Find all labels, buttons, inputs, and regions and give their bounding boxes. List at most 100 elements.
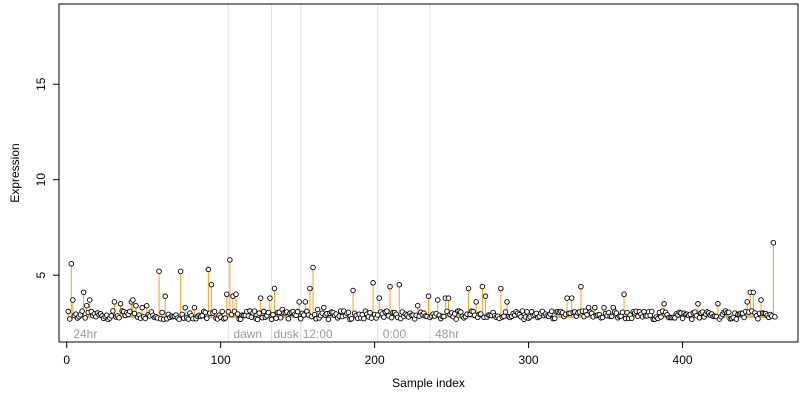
data-point-peak xyxy=(482,293,489,299)
data-point-peak xyxy=(233,291,239,298)
phase-annotation: dawn xyxy=(233,327,262,341)
data-point-peak xyxy=(296,299,302,305)
data-point xyxy=(110,308,116,314)
plot-frame xyxy=(58,3,799,343)
data-point-peak xyxy=(111,299,118,305)
data-point xyxy=(441,313,447,320)
data-point-peak xyxy=(177,268,184,275)
data-point xyxy=(608,313,615,320)
data-point xyxy=(613,310,620,316)
data-point-peak xyxy=(568,295,575,301)
y-tick-label: 5 xyxy=(34,272,48,279)
x-tick-label: 300 xyxy=(519,353,539,367)
data-point-peak xyxy=(83,302,90,309)
data-points xyxy=(65,239,778,323)
data-point-peak xyxy=(208,281,215,288)
data-point xyxy=(696,315,703,321)
data-point xyxy=(548,308,555,315)
data-point-peak xyxy=(770,239,777,246)
data-point-peak xyxy=(370,280,376,286)
data-point xyxy=(725,309,732,316)
data-point xyxy=(648,308,655,315)
data-point xyxy=(204,315,210,322)
data-point xyxy=(251,308,258,314)
data-point xyxy=(79,308,85,314)
data-point xyxy=(131,310,138,317)
data-point-peak xyxy=(750,289,757,296)
data-point xyxy=(348,316,355,322)
data-point-peak xyxy=(70,297,76,303)
data-point-peak xyxy=(271,285,278,292)
data-point xyxy=(285,316,292,322)
x-axis-label: Sample index xyxy=(392,376,465,390)
data-point-peak xyxy=(267,295,273,301)
data-point-peak xyxy=(302,299,309,305)
data-point-peak xyxy=(156,268,162,275)
data-point-peak xyxy=(144,302,150,309)
x-tick-label: 0 xyxy=(63,353,70,367)
data-point xyxy=(108,313,115,319)
data-point xyxy=(551,315,558,322)
data-point xyxy=(519,308,526,314)
data-point-peak xyxy=(139,304,145,311)
data-point-peak xyxy=(601,304,607,311)
data-point xyxy=(202,309,209,316)
data-point-peak xyxy=(425,293,432,299)
data-point-peak xyxy=(578,283,584,290)
phase-annotation: dusk xyxy=(273,327,299,341)
vertical-markers xyxy=(227,4,431,342)
data-point xyxy=(127,308,133,315)
data-point-peak xyxy=(661,301,667,307)
data-point xyxy=(265,309,272,316)
data-point-peak xyxy=(473,299,479,305)
data-point-peak xyxy=(310,264,316,271)
x-tick-label: 100 xyxy=(211,353,231,367)
phase-annotation: 24hr xyxy=(73,327,97,341)
data-point xyxy=(679,315,686,322)
data-point-peak xyxy=(117,301,124,307)
data-point xyxy=(381,314,387,320)
data-point xyxy=(67,316,73,322)
data-point xyxy=(256,310,262,316)
data-point-peak xyxy=(205,266,212,273)
data-point xyxy=(772,314,778,320)
data-point xyxy=(733,316,740,322)
data-point xyxy=(228,311,235,318)
data-point xyxy=(268,316,275,323)
data-point xyxy=(254,316,261,323)
data-point-peak xyxy=(130,297,136,303)
data-point-peak xyxy=(479,283,486,290)
data-point xyxy=(599,314,606,321)
data-point-peak xyxy=(182,304,188,311)
data-point-peak xyxy=(564,295,570,301)
stem-lines xyxy=(67,242,776,318)
data-point-peak xyxy=(504,299,510,305)
data-point xyxy=(211,308,218,315)
data-point-peak xyxy=(585,304,592,311)
data-point xyxy=(345,309,352,316)
data-point-peak xyxy=(498,285,504,292)
y-tick-label: 15 xyxy=(34,77,48,91)
phase-annotation: 0:00 xyxy=(383,327,407,341)
data-point xyxy=(234,311,241,317)
data-point-peak xyxy=(592,304,598,311)
data-point-peak xyxy=(80,289,87,296)
data-point-peak xyxy=(162,293,168,299)
data-point xyxy=(384,308,390,314)
data-point-peak xyxy=(68,260,75,267)
data-point xyxy=(270,311,276,318)
data-point xyxy=(273,315,279,321)
data-point xyxy=(741,314,747,321)
data-point-peak xyxy=(465,285,472,292)
data-point-peak xyxy=(321,304,327,311)
phase-annotation: 48hr xyxy=(435,327,459,341)
data-point xyxy=(65,308,71,315)
data-point xyxy=(261,308,267,315)
phase-annotation: 12:00 xyxy=(303,327,333,341)
data-point-peak xyxy=(224,291,230,298)
data-point xyxy=(453,316,459,322)
data-point-peak xyxy=(715,301,721,307)
data-point xyxy=(361,315,367,322)
phase-annotations: 24hr dawn dusk 12:00 0:00 48hr xyxy=(73,327,459,341)
data-point-peak xyxy=(133,302,139,309)
